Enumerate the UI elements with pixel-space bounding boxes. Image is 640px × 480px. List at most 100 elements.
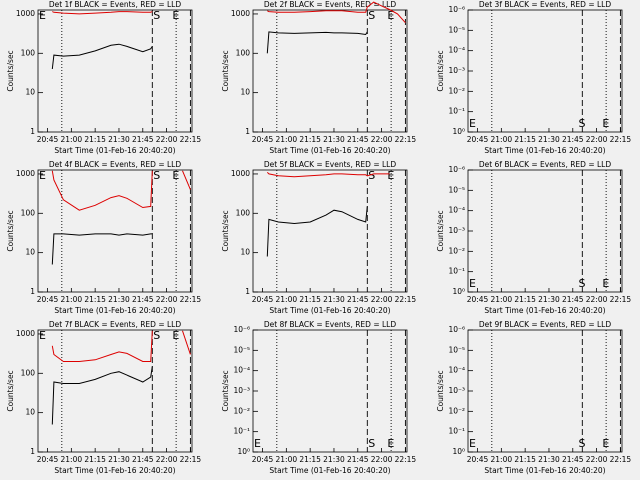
series-line — [51, 233, 153, 265]
annotation: E — [387, 437, 394, 450]
y-tick-label: 10⁻³ — [448, 386, 465, 395]
x-tick-label: 21:00 — [276, 135, 298, 144]
x-tick-label: 21:30 — [538, 135, 560, 144]
y-tick-label: 1000 — [231, 169, 250, 178]
chart-title: Det 4f BLACK = Events, RED = LLD — [49, 160, 182, 169]
chart-title: Det 5f BLACK = Events, RED = LLD — [264, 160, 397, 169]
y-axis-label: Counts/sec — [6, 210, 15, 251]
annotation: E — [602, 277, 609, 290]
x-tick-label: 21:30 — [108, 295, 130, 304]
y-tick-label: 100 — [21, 48, 36, 57]
chart-title: Det 8f BLACK = Events, RED = LLD — [264, 320, 397, 329]
x-tick-label: 22:00 — [371, 455, 393, 464]
annotation: E — [387, 169, 394, 182]
annotation: E — [602, 437, 609, 450]
x-tick-label: 20:45 — [252, 135, 274, 144]
chart-title: Det 3f BLACK = Events, RED = LLD — [479, 0, 612, 9]
y-axis-label: Counts/sec — [436, 210, 445, 251]
x-tick-label: 21:30 — [323, 295, 345, 304]
annotation: E — [254, 437, 261, 450]
y-tick-label: 10⁻⁶ — [448, 165, 465, 174]
series-line — [52, 11, 153, 15]
x-tick-label: 21:00 — [61, 295, 83, 304]
y-tick-label: 100 — [236, 208, 251, 217]
annotation: S — [153, 9, 160, 22]
x-axis-label: Start Time (01-Feb-16 20:40:20) — [54, 146, 175, 155]
y-tick-label: 10 — [25, 248, 35, 257]
y-tick-label: 1 — [30, 127, 35, 136]
annotation: E — [602, 117, 609, 130]
x-axis-label: Start Time (01-Feb-16 20:40:20) — [484, 466, 605, 475]
plot-frame — [467, 169, 623, 293]
y-tick-label: 10⁻³ — [448, 226, 465, 235]
y-tick-label: 1000 — [16, 169, 35, 178]
plot-frame — [37, 9, 193, 133]
x-tick-label: 22:00 — [371, 295, 393, 304]
x-tick-label: 21:00 — [491, 455, 513, 464]
annotation: S — [368, 9, 375, 22]
x-tick-label: 21:00 — [491, 135, 513, 144]
y-tick-label: 10⁻⁵ — [448, 25, 465, 34]
x-tick-label: 21:15 — [514, 135, 536, 144]
x-tick-label: 22:00 — [371, 135, 393, 144]
x-tick-label: 20:45 — [467, 295, 489, 304]
y-tick-label: 1 — [30, 447, 35, 456]
y-tick-label: 10⁰ — [452, 127, 465, 136]
x-tick-label: 21:00 — [61, 135, 83, 144]
x-tick-label: 22:00 — [156, 135, 178, 144]
x-tick-label: 22:00 — [586, 295, 608, 304]
x-axis-label: Start Time (01-Feb-16 20:40:20) — [269, 146, 390, 155]
x-tick-label: 22:00 — [156, 455, 178, 464]
x-tick-label: 22:00 — [586, 135, 608, 144]
y-axis-label: Counts/sec — [221, 370, 230, 411]
annotation: S — [368, 437, 375, 450]
y-tick-label: 10⁻² — [233, 406, 250, 415]
annotation: S — [579, 437, 586, 450]
plot-frame — [467, 9, 623, 133]
y-axis-label: Counts/sec — [436, 370, 445, 411]
x-axis-label: Start Time (01-Feb-16 20:40:20) — [269, 466, 390, 475]
annotation: S — [368, 169, 375, 182]
y-tick-label: 10⁻⁴ — [448, 366, 465, 375]
plot-frame — [37, 169, 193, 293]
x-tick-label: 20:45 — [37, 135, 59, 144]
annotation: E — [39, 329, 46, 342]
x-tick-label: 21:15 — [299, 455, 321, 464]
x-tick-label: 20:45 — [37, 295, 59, 304]
y-tick-label: 10⁻² — [448, 246, 465, 255]
x-axis-label: Start Time (01-Feb-16 20:40:20) — [484, 146, 605, 155]
x-tick-label: 21:00 — [276, 295, 298, 304]
y-tick-label: 10⁰ — [452, 287, 465, 296]
y-tick-label: 1 — [30, 287, 35, 296]
y-axis-label: Counts/sec — [6, 50, 15, 91]
y-tick-label: 10⁰ — [237, 447, 250, 456]
x-axis-label: Start Time (01-Feb-16 20:40:20) — [269, 306, 390, 315]
y-tick-label: 10⁻¹ — [448, 427, 465, 436]
series-line — [51, 170, 191, 211]
x-tick-label: 21:30 — [323, 135, 345, 144]
x-tick-label: 21:45 — [562, 455, 584, 464]
x-tick-label: 21:30 — [538, 455, 560, 464]
y-tick-label: 10⁻⁶ — [448, 325, 465, 334]
y-tick-label: 1000 — [16, 9, 35, 18]
y-tick-label: 10 — [240, 248, 250, 257]
annotation: E — [172, 169, 179, 182]
x-tick-label: 21:00 — [276, 455, 298, 464]
annotation: E — [387, 9, 394, 22]
y-tick-label: 10⁻⁴ — [233, 366, 250, 375]
series-line — [267, 1, 406, 24]
plot-frame — [37, 329, 193, 453]
x-tick-label: 21:45 — [347, 295, 369, 304]
x-tick-label: 21:00 — [491, 295, 513, 304]
annotation: E — [469, 437, 476, 450]
x-tick-label: 21:30 — [323, 455, 345, 464]
y-tick-label: 10⁻⁶ — [448, 5, 465, 14]
y-tick-label: 1000 — [231, 9, 250, 18]
chart-title: Det 9f BLACK = Events, RED = LLD — [479, 320, 612, 329]
y-tick-label: 10⁻¹ — [233, 427, 250, 436]
series-line — [51, 366, 153, 425]
series-line — [266, 171, 390, 178]
plot-frame — [252, 329, 408, 453]
x-tick-label: 22:15 — [395, 295, 417, 304]
